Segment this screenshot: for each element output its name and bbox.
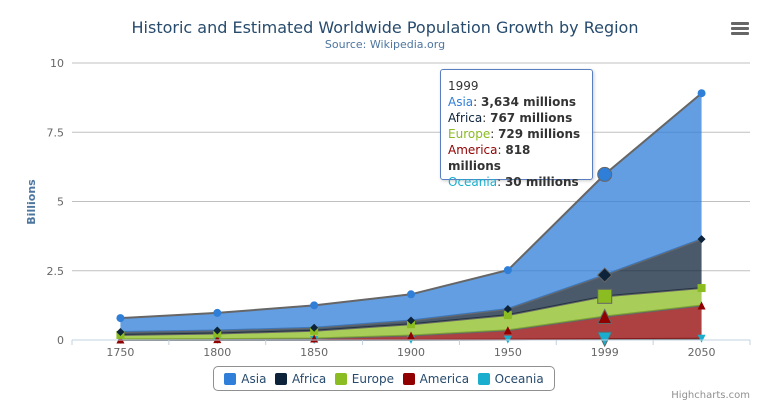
tooltip-row: Europe: 729 millions [448,127,581,141]
data-point-europe[interactable] [503,311,512,320]
data-point-america[interactable] [213,335,222,344]
area-america[interactable] [120,305,702,340]
tooltip-value: 767 millions [490,111,573,125]
y-tick-label: 10 [50,57,64,70]
tooltip-row: Oceania: 30 millions [448,175,579,189]
legend-swatch [275,372,287,385]
legend-swatch [224,372,237,385]
data-point-oceania[interactable] [596,331,613,348]
tooltip-row: America: 818 millions [448,143,531,173]
legend-swatch [477,372,490,385]
data-point-oceania[interactable] [697,334,706,343]
chart-subtitle: Source: Wikipedia.org [325,38,445,51]
hamburger-menu-icon[interactable] [730,20,750,38]
legend-label: America [419,371,470,386]
credits-link[interactable]: Highcharts.com [671,390,750,401]
x-tick-label: 1800 [203,346,231,359]
legend: Asia Africa Europe America Oceania [213,366,555,391]
tooltip-value: 30 millions [504,175,579,189]
x-tick-label: 1900 [397,346,425,359]
data-point-asia[interactable] [116,314,125,323]
data-point-asia[interactable] [310,301,319,310]
tooltip-value: 3,634 millions [481,95,577,109]
tooltip-series-name: Africa [448,111,483,125]
x-tick-label: 1750 [106,346,134,359]
data-point-africa[interactable] [597,267,613,283]
tooltip-header: 1999 [448,79,479,93]
x-tick-label: 2050 [688,346,716,359]
data-point-africa[interactable] [310,323,319,332]
data-point-africa[interactable] [407,316,415,325]
data-point-asia[interactable] [407,290,415,299]
legend-label: Asia [241,371,267,386]
tooltip-series-name: Oceania [448,175,498,189]
y-tick-label: 5 [57,196,64,209]
data-point-america[interactable] [407,331,415,340]
y-tick-label: 2.5 [47,265,65,278]
tooltip-row: Asia: 3,634 millions [448,95,577,109]
data-point-america[interactable] [596,308,613,325]
legend-label: Oceania [494,371,544,386]
legend-item-africa[interactable]: Africa [275,372,326,386]
data-point-asia[interactable] [597,166,613,182]
tooltip-series-name: America [448,143,498,157]
legend-swatch [402,372,415,385]
data-point-africa[interactable] [503,304,512,313]
legend-item-oceania[interactable]: Oceania [477,371,544,386]
data-point-africa[interactable] [697,235,706,244]
legend-label: Europe [351,371,394,386]
data-point-africa[interactable] [116,327,125,336]
tooltip-series-name: Europe [448,127,491,141]
y-tick-label: 0 [57,334,64,347]
data-point-asia[interactable] [697,89,706,98]
data-point-america[interactable] [697,301,706,310]
chart-title: Historic and Estimated Worldwide Populat… [132,18,639,37]
legend-item-america[interactable]: America [402,371,470,386]
data-point-america[interactable] [503,326,512,335]
legend-label: Africa [292,371,327,386]
data-point-africa[interactable] [213,326,222,335]
tooltip-value: 729 millions [498,127,581,141]
data-point-america[interactable] [116,335,125,344]
area-africa[interactable] [120,239,702,335]
tooltip-value: 818 millions [448,143,531,173]
area-asia[interactable] [120,93,702,332]
tooltip-series-name: Asia [448,95,474,109]
y-tick-label: 7.5 [47,126,65,139]
tooltip: 1999 Asia: 3,634 millions Africa: 767 mil… [440,69,593,189]
legend-swatch [334,372,347,385]
x-tick-label: 1950 [494,346,522,359]
x-tick-label: 1999 [591,346,619,359]
tooltip-row: Africa: 767 millions [448,111,573,125]
data-point-asia[interactable] [213,308,222,317]
y-axis-label: Billions [25,179,38,225]
data-point-asia[interactable] [503,266,512,275]
x-tick-label: 1850 [300,346,328,359]
data-point-europe[interactable] [597,288,613,304]
legend-item-asia[interactable]: Asia [224,372,266,386]
data-point-europe[interactable] [697,284,706,293]
legend-item-europe[interactable]: Europe [334,371,394,386]
